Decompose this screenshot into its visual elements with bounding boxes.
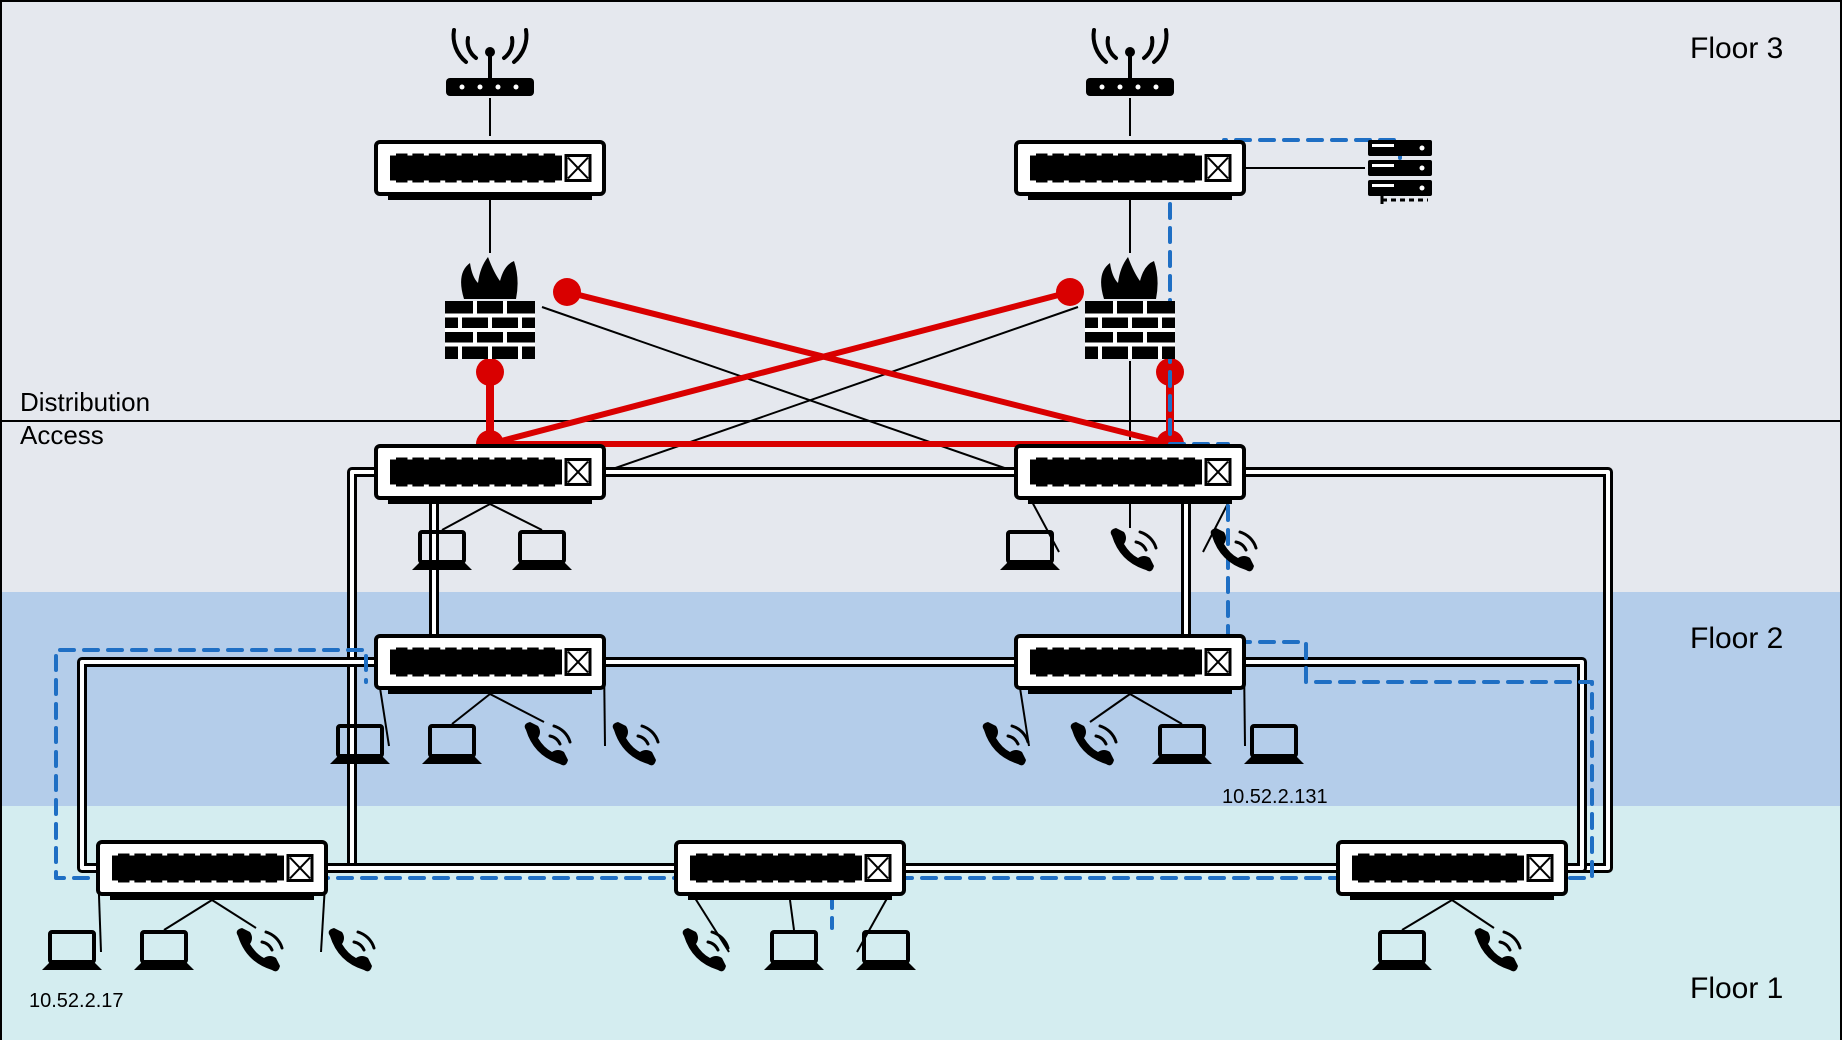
- label-floor-1: Floor 1: [1690, 972, 1783, 1006]
- network-diagram: Floor 3 Floor 2 Floor 1 Distribution Acc…: [0, 0, 1842, 1040]
- zone-floor-3: [2, 2, 1840, 592]
- label-floor-3: Floor 3: [1690, 32, 1783, 66]
- label-distribution: Distribution: [20, 387, 150, 418]
- label-access: Access: [20, 420, 104, 451]
- distribution-access-divider: [2, 420, 1840, 422]
- ip-label-1: 10.52.2.131: [1222, 786, 1328, 809]
- label-floor-2: Floor 2: [1690, 622, 1783, 656]
- zone-floor-2: [2, 592, 1840, 806]
- zone-floor-1: [2, 806, 1840, 1040]
- ip-label-0: 10.52.2.17: [29, 990, 124, 1013]
